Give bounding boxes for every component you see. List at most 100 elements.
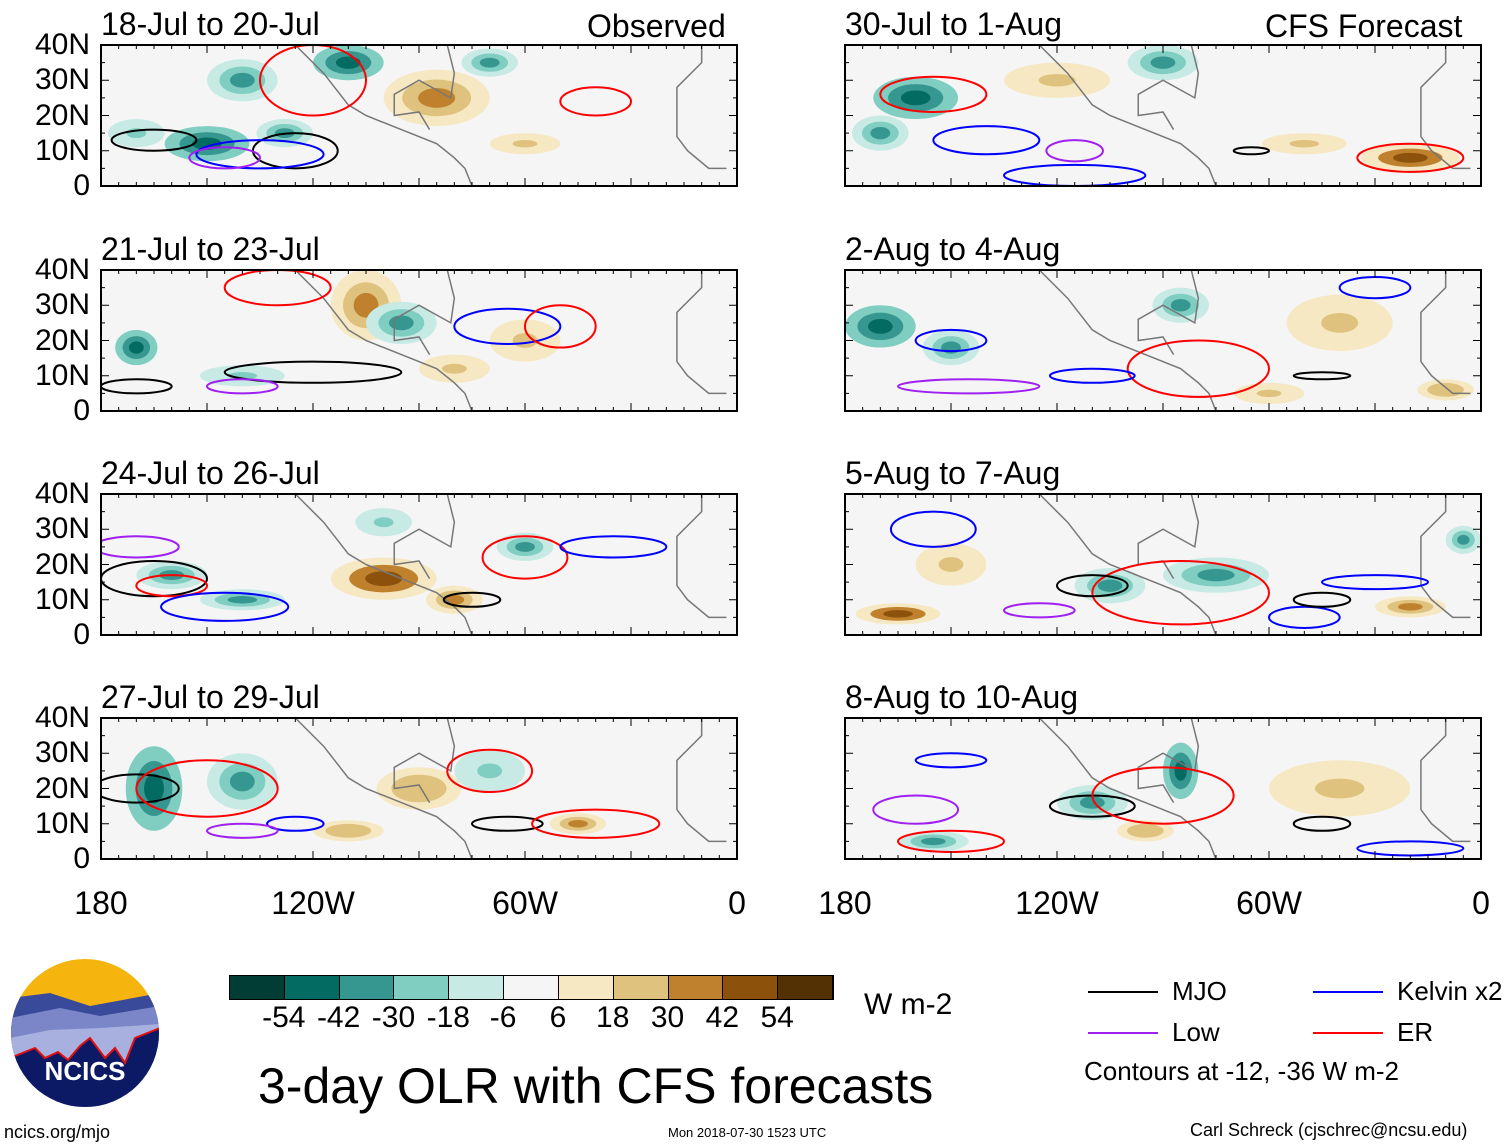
y-tick-label: 30N: [34, 512, 90, 546]
olr-anomaly: [1256, 389, 1282, 398]
colorbar-label: -6: [489, 1001, 517, 1034]
contour-mjo: [223, 360, 403, 384]
contour-er: [524, 304, 597, 349]
coastline: [1420, 45, 1471, 170]
x-tick-label: 120W: [271, 885, 355, 921]
map-panel: [100, 269, 738, 412]
credit: Carl Schreck (cjschrec@ncsu.edu): [1190, 1120, 1468, 1140]
contour-low: [188, 146, 261, 170]
contour-kelvin: [1268, 605, 1341, 629]
y-tick-label: 30N: [34, 736, 90, 770]
coastline: [1420, 494, 1471, 619]
contour-kelvin: [914, 752, 988, 769]
contour-low: [206, 378, 279, 395]
x-tick-label: 120W: [1015, 885, 1099, 921]
coastline: [393, 269, 456, 355]
contour-er: [446, 748, 534, 794]
contour-kelvin: [195, 139, 325, 170]
contour-er: [135, 574, 208, 598]
colorbar-label: 6: [549, 1001, 567, 1034]
contour-kelvin: [160, 591, 290, 622]
contour-kelvin: [453, 307, 562, 346]
olr-anomaly: [938, 557, 964, 572]
olr-anomaly: [1393, 152, 1428, 163]
colorbar-swatch: [558, 976, 614, 999]
observed-header: Observed: [587, 8, 726, 44]
contour-kelvin: [914, 328, 988, 353]
map-panel: [100, 493, 738, 636]
olr-anomaly: [1314, 778, 1365, 799]
panel-title: 5-Aug to 7-Aug: [845, 455, 1061, 491]
olr-anomaly: [418, 88, 456, 108]
olr-anomaly: [1079, 796, 1105, 809]
legend-line-low: [1088, 1032, 1158, 1034]
map-panel: [100, 44, 738, 187]
site-url[interactable]: ncics.org/mjo: [4, 1122, 111, 1142]
coastline: [676, 45, 727, 170]
contour-mjo: [100, 773, 180, 804]
coastline: [1420, 718, 1471, 843]
olr-anomaly: [1321, 313, 1359, 333]
olr-anomaly: [1150, 56, 1176, 69]
legend-line-er: [1313, 1032, 1383, 1034]
olr-anomaly: [867, 318, 893, 334]
contour-mjo: [1292, 371, 1352, 381]
legend-line-mjo: [1088, 991, 1158, 993]
olr-anomaly: [479, 57, 500, 68]
coastline: [1420, 270, 1471, 395]
olr-anomaly: [144, 773, 164, 804]
panel-title: 27-Jul to 29-Jul: [101, 679, 320, 715]
olr-anomaly: [373, 517, 394, 528]
colorbar-swatch: [230, 976, 285, 999]
x-tick-label: 60W: [1236, 885, 1302, 921]
colorbar-swatch: [284, 976, 340, 999]
contour-er: [1091, 766, 1235, 825]
y-tick-label: 0: [73, 394, 90, 427]
x-tick-label: 180: [818, 885, 872, 921]
y-tick-label: 30N: [34, 63, 90, 97]
contour-low: [872, 794, 960, 825]
colorbar-label: -30: [371, 1001, 416, 1034]
map-panel: [844, 493, 1482, 636]
coastline: [1137, 44, 1200, 130]
olr-anomaly: [1135, 827, 1156, 835]
coastline: [294, 717, 473, 860]
contour-low: [1003, 602, 1076, 619]
olr-anomaly: [477, 763, 503, 779]
y-tick-label: 20N: [34, 98, 90, 132]
y-tick-label: 40N: [34, 477, 90, 510]
map-panel: [844, 717, 1482, 860]
y-tick-label: 40N: [34, 253, 90, 286]
y-tick-label: 40N: [34, 701, 90, 734]
panel-title: 30-Jul to 1-Aug: [845, 6, 1063, 42]
coastline: [1038, 44, 1217, 187]
y-tick-label: 0: [73, 842, 90, 875]
olr-anomaly: [568, 820, 588, 828]
olr-anomaly: [920, 837, 946, 846]
x-tick-label: 0: [1472, 885, 1490, 921]
coastline: [393, 493, 456, 579]
y-tick-label: 10N: [34, 806, 90, 840]
forecast-header: CFS Forecast: [1265, 8, 1463, 44]
contour-mjo: [1056, 574, 1129, 598]
contour-kelvin: [1321, 574, 1429, 591]
legend-label: ER: [1397, 1017, 1434, 1047]
olr-anomaly: [404, 781, 434, 796]
y-tick-label: 30N: [34, 288, 90, 322]
contour-er: [879, 75, 988, 113]
legend-line-kelvin: [1313, 991, 1383, 993]
x-tick-label: 60W: [492, 885, 558, 921]
olr-anomaly: [1457, 534, 1470, 545]
coastline: [294, 44, 473, 187]
olr-anomaly: [1289, 139, 1320, 148]
colorbar-swatch: [394, 976, 450, 999]
coastline: [1137, 717, 1200, 803]
olr-anomaly: [1097, 579, 1123, 592]
y-tick-label: 20N: [34, 547, 90, 581]
olr-anomaly: [883, 610, 913, 618]
panel-title: 18-Jul to 20-Jul: [101, 6, 320, 42]
olr-anomaly: [335, 827, 361, 835]
map-panel: [100, 717, 738, 860]
contour-mjo: [1292, 591, 1352, 608]
coastline: [1038, 717, 1217, 860]
